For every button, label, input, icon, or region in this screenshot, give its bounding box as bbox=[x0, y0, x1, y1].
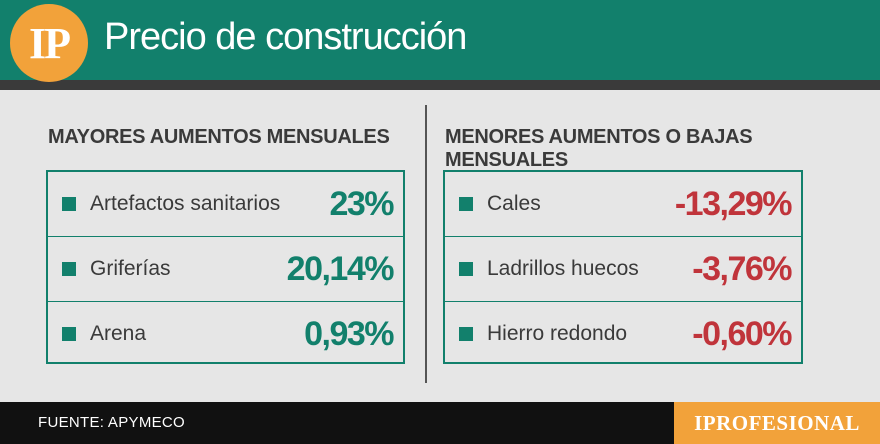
bullet-icon bbox=[459, 262, 473, 276]
table-row: Arena 0,93% bbox=[48, 302, 403, 366]
footer: FUENTE: APYMECO IPROFESIONAL bbox=[0, 402, 880, 444]
item-value: 0,93% bbox=[304, 314, 394, 353]
table-row: Cales -13,29% bbox=[445, 172, 801, 236]
row-separator bbox=[445, 236, 801, 237]
left-column-heading: MAYORES AUMENTOS MENSUALES bbox=[48, 126, 390, 148]
left-table: Artefactos sanitarios 23% Griferías 20,1… bbox=[46, 170, 405, 364]
right-table: Cales -13,29% Ladrillos huecos -3,76% Hi… bbox=[443, 170, 803, 364]
right-column-heading: MENORES AUMENTOS O BAJAS MENSUALES bbox=[445, 126, 753, 171]
table-row: Griferías 20,14% bbox=[48, 237, 403, 301]
bullet-icon bbox=[459, 197, 473, 211]
logo: IP bbox=[10, 4, 88, 82]
item-value: 20,14% bbox=[286, 249, 395, 288]
table-row: Ladrillos huecos -3,76% bbox=[445, 237, 801, 301]
table-row: Artefactos sanitarios 23% bbox=[48, 172, 403, 236]
item-value: -13,29% bbox=[674, 184, 793, 223]
item-label: Cales bbox=[487, 192, 541, 215]
bullet-icon bbox=[62, 262, 76, 276]
bullet-icon bbox=[62, 197, 76, 211]
source-text: FUENTE: APYMECO bbox=[38, 414, 186, 431]
bullet-icon bbox=[459, 327, 473, 341]
brand-logo: IPROFESIONAL bbox=[674, 402, 880, 444]
item-label: Artefactos sanitarios bbox=[90, 192, 281, 215]
item-value: -3,76% bbox=[692, 249, 792, 288]
logo-text: IP bbox=[29, 18, 71, 68]
brand-text: IPROFESIONAL bbox=[694, 410, 860, 435]
page-title: Precio de construcción bbox=[104, 16, 467, 58]
header: IP Precio de construcción bbox=[0, 0, 880, 90]
item-label: Ladrillos huecos bbox=[487, 257, 639, 280]
column-divider bbox=[425, 105, 427, 383]
header-band bbox=[0, 0, 880, 80]
row-separator bbox=[48, 236, 403, 237]
row-separator bbox=[48, 301, 403, 302]
item-value: -0,60% bbox=[692, 314, 792, 353]
item-label: Arena bbox=[90, 322, 147, 345]
item-label: Griferías bbox=[90, 257, 171, 280]
item-value: 23% bbox=[329, 184, 394, 223]
table-row: Hierro redondo -0,60% bbox=[445, 302, 801, 366]
row-separator bbox=[445, 301, 801, 302]
item-label: Hierro redondo bbox=[487, 322, 628, 345]
bullet-icon bbox=[62, 327, 76, 341]
